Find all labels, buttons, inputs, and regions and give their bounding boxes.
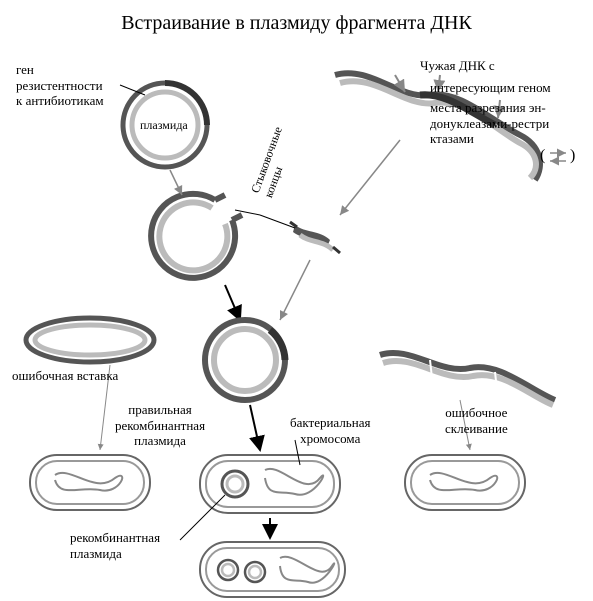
bacterium-center bbox=[200, 455, 340, 513]
label-interesting-gene: интересующим геном bbox=[430, 80, 551, 96]
label-recombinant-plasmid: рекомбинантная плазмида bbox=[70, 530, 160, 561]
dna-fragment bbox=[290, 222, 340, 253]
label-foreign-dna: Чужая ДНК с bbox=[420, 58, 495, 74]
bacterium-final bbox=[200, 542, 345, 597]
bacterium-left bbox=[30, 455, 150, 510]
restriction-paren: ( ) bbox=[540, 147, 575, 164]
label-plasmid: плазмида bbox=[140, 118, 188, 132]
wrong-ligation-strand bbox=[380, 353, 555, 405]
label-wrong-insert: ошибочная вставка bbox=[12, 368, 118, 384]
label-resistance-gene: ген резистентности к антибиотикам bbox=[16, 62, 104, 109]
label-correct-plasmid: правильная рекомбинантная плазмида bbox=[115, 402, 205, 449]
recombinant-plasmid bbox=[205, 320, 285, 400]
wrong-insert-ellipse bbox=[26, 318, 154, 362]
label-bacterial-chrom: бактериальная хромосома bbox=[290, 415, 370, 446]
plasmid-open bbox=[151, 194, 242, 278]
svg-text:): ) bbox=[570, 147, 575, 164]
diagram-title: Встраивание в плазмиду фрагмента ДНК bbox=[0, 12, 593, 35]
label-wrong-ligation: ошибочное склеивание bbox=[445, 405, 508, 436]
label-restriction: места разрезания эн- донуклеазами-рестри… bbox=[430, 100, 549, 147]
svg-text:(: ( bbox=[540, 147, 545, 164]
bacterium-right bbox=[405, 455, 525, 510]
